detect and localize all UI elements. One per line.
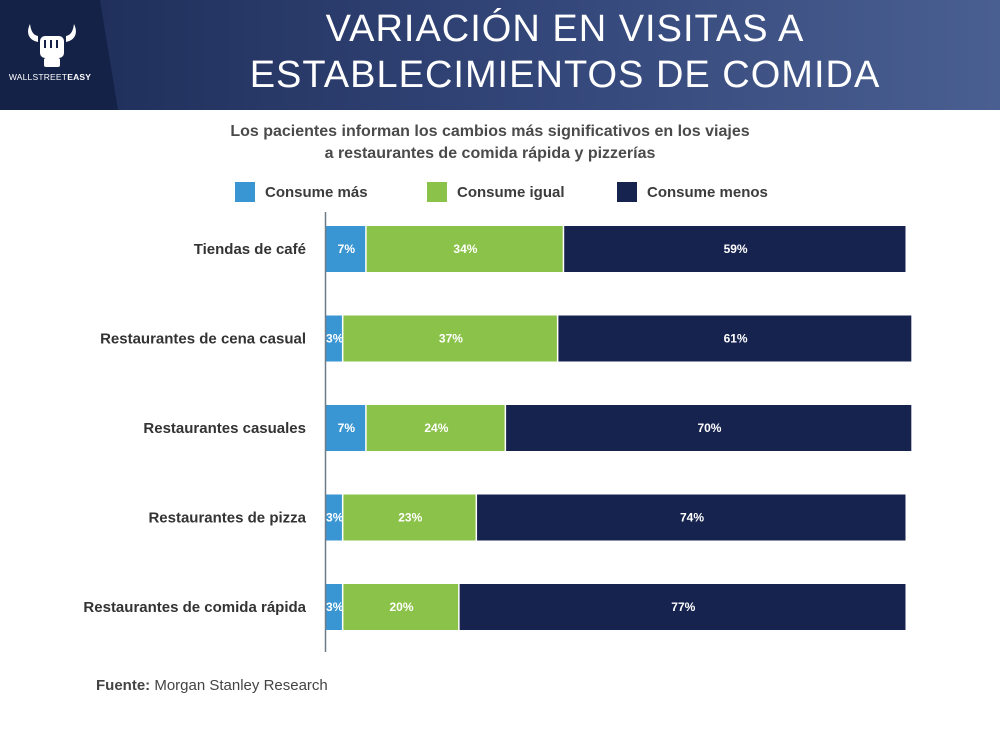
title-line-2: ESTABLECIMIENTOS DE COMIDA [249,54,881,96]
legend-item-same: Consume igual [427,181,565,203]
legend-swatch-less [617,182,637,202]
category-label: Tiendas de café [194,241,306,258]
bar-segment-same [366,226,563,272]
value-label-more: 3% [326,332,344,346]
category-label: Restaurantes de cena casual [100,331,306,348]
value-label-same: 24% [424,421,448,435]
header-banner: WALLSTREETEASY VARIACIÓN EN VISITAS A ES… [0,0,1000,110]
page-title: VARIACIÓN EN VISITAS A ESTABLECIMIENTOS … [150,6,980,98]
value-label-less: 74% [680,511,704,525]
legend-item-more: Consume más [235,181,368,203]
bull-fist-icon [28,24,76,67]
bar-segment-more [326,315,342,362]
source-value: Morgan Stanley Research [154,677,328,694]
bar-segment-more [326,584,342,630]
value-label-same: 23% [398,511,422,525]
bar-segment-less [564,226,906,272]
bar-segment-same [343,584,459,630]
bar-segment-same [343,494,476,541]
value-label-less: 70% [697,421,721,435]
value-label-less: 59% [724,242,748,256]
bar-segment-less [477,494,906,541]
bar-segment-less [459,584,906,630]
legend-item-less: Consume menos [617,181,768,203]
source-note: Fuente: Morgan Stanley Research [96,677,328,694]
title-line-1: VARIACIÓN EN VISITAS A [325,8,805,50]
value-label-less: 61% [724,332,748,346]
value-label-more: 7% [338,242,356,256]
logo-text: WALLSTREETEASY [8,72,92,82]
chart-legend: Consume más Consume igual Consume menos [0,181,1000,203]
logo-panel: WALLSTREETEASY [0,0,118,110]
category-label: Restaurantes de pizza [148,510,306,527]
subtitle-line-2: a restaurantes de comida rápida y pizzer… [324,145,656,162]
legend-label-more: Consume más [265,183,368,201]
category-label: Restaurantes casuales [143,420,306,437]
value-label-more: 7% [338,421,356,435]
bar-segment-same [343,315,557,362]
bar-segment-more [326,494,342,541]
legend-swatch-more [235,182,255,202]
value-label-more: 3% [326,600,344,614]
subtitle-line-1: Los pacientes informan los cambios más s… [230,123,750,140]
bar-segment-same [366,405,505,451]
chart-subtitle: Los pacientes informan los cambios más s… [180,121,800,165]
value-label-same: 34% [453,242,477,256]
value-label-same: 37% [439,332,463,346]
value-label-more: 3% [326,511,344,525]
bar-segment-less [558,315,912,362]
legend-label-same: Consume igual [457,183,565,201]
bar-segment-more [326,405,366,451]
bar-segment-less [506,405,912,451]
category-label: Restaurantes de comida rápida [83,599,306,616]
value-label-same: 20% [390,600,414,614]
value-label-less: 77% [671,600,695,614]
legend-label-less: Consume menos [647,183,768,201]
source-label: Fuente: [96,677,151,694]
bar-segment-more [326,226,366,272]
legend-swatch-same [427,182,447,202]
